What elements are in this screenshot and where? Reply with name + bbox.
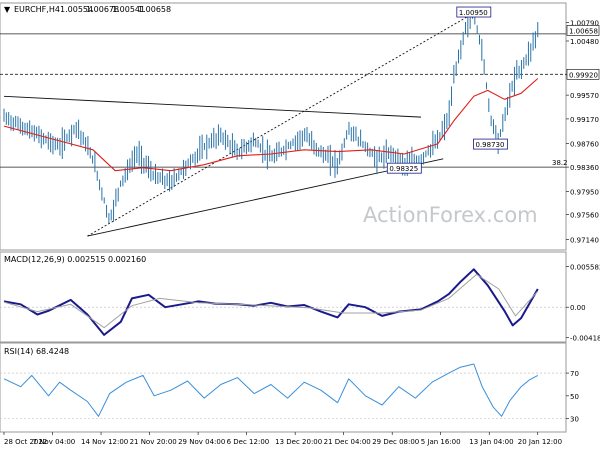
- price-tag-box: [566, 25, 600, 36]
- x-tick-label: 13 Jan 04:00: [469, 438, 513, 446]
- header-symbol: EURCHF,H4: [14, 5, 60, 14]
- macd-title: MACD(12,26,9) 0.002515 0.002160: [4, 255, 146, 264]
- trendline: [87, 158, 444, 237]
- y-tick-label: 1.00790: [570, 20, 599, 28]
- y-tick-label: -0.004188: [570, 335, 600, 343]
- x-tick-label: 20 Jan 12:00: [518, 438, 562, 446]
- level-label: 38.2: [552, 159, 568, 167]
- price-tag-label: 1.00658: [569, 27, 598, 35]
- x-tick-label: 14 Nov 12:00: [81, 438, 128, 446]
- macd-panel: [0, 251, 567, 343]
- header-ohlc-close: 1.00658: [138, 5, 171, 14]
- annotation-label: 0.98730: [476, 141, 505, 149]
- price-tag-label: 0.99920: [569, 71, 598, 79]
- macd-layer: [0, 268, 566, 336]
- y-tick-label: 0.005582: [570, 264, 600, 272]
- y-tick-label: 0.97140: [570, 237, 599, 245]
- x-tick-label: 21 Nov 20:00: [130, 438, 177, 446]
- macd-signal-line: [3, 273, 539, 329]
- rsi-line: [3, 363, 539, 417]
- annotation-box: [386, 162, 422, 174]
- price-layer: 38.2 1.00950 0.98730 0.98325: [0, 6, 568, 237]
- y-tick-label: 0.98760: [570, 140, 599, 148]
- y-tick-label: 0.99570: [570, 92, 599, 100]
- header-ohlc-low: 1.00541: [112, 5, 145, 14]
- x-tick-label: 13 Dec 20:00: [275, 438, 322, 446]
- annotation-label: 1.00950: [459, 9, 488, 17]
- y-tick-label: 0.99170: [570, 116, 599, 124]
- y-axis-ticks: 1.00790 1.00480 0.99920 0.99570 0.99170 0.987…: [566, 20, 600, 424]
- trendline: [3, 95, 422, 118]
- rsi-panel: [0, 342, 567, 433]
- y-tick-label: 0.98360: [570, 164, 599, 172]
- x-tick-label: 7 Nov 04:00: [33, 438, 76, 446]
- annotation-box: [456, 6, 492, 18]
- ma-line: [3, 78, 539, 172]
- y-tick-label: 50: [570, 393, 579, 401]
- y-tick-label: 70: [570, 370, 579, 378]
- y-tick-label: 0.97950: [570, 188, 599, 196]
- price-tag-box: [566, 68, 600, 80]
- header-arrow-icon: ▼: [4, 5, 11, 14]
- y-tick-label: 1.00480: [570, 38, 599, 46]
- annotation-box: [473, 138, 508, 150]
- header-ohlc-high: 1.00678: [86, 5, 119, 14]
- y-tick-label: 30: [570, 416, 579, 424]
- x-tick-label: 5 Jan 16:00: [421, 438, 461, 446]
- watermark: ActionForex.com: [363, 203, 538, 227]
- rsi-layer: [0, 363, 566, 419]
- x-tick-label: 6 Dec 12:00: [227, 438, 270, 446]
- x-tick-label: 29 Nov 04:00: [178, 438, 225, 446]
- annotation-label: 0.98325: [389, 165, 418, 173]
- header-ohlc-open: 1.00554: [60, 5, 93, 14]
- x-tick-label: 29 Dec 08:00: [372, 438, 419, 446]
- x-tick-label: 28 Oct 2022: [4, 438, 47, 446]
- price-panel: [0, 2, 567, 251]
- x-tick-label: 21 Dec 04:00: [324, 438, 371, 446]
- y-tick-label: 0.00: [570, 304, 586, 312]
- rsi-title: RSI(14) 68.4248: [4, 347, 69, 356]
- y-tick-label: 0.97560: [570, 212, 599, 220]
